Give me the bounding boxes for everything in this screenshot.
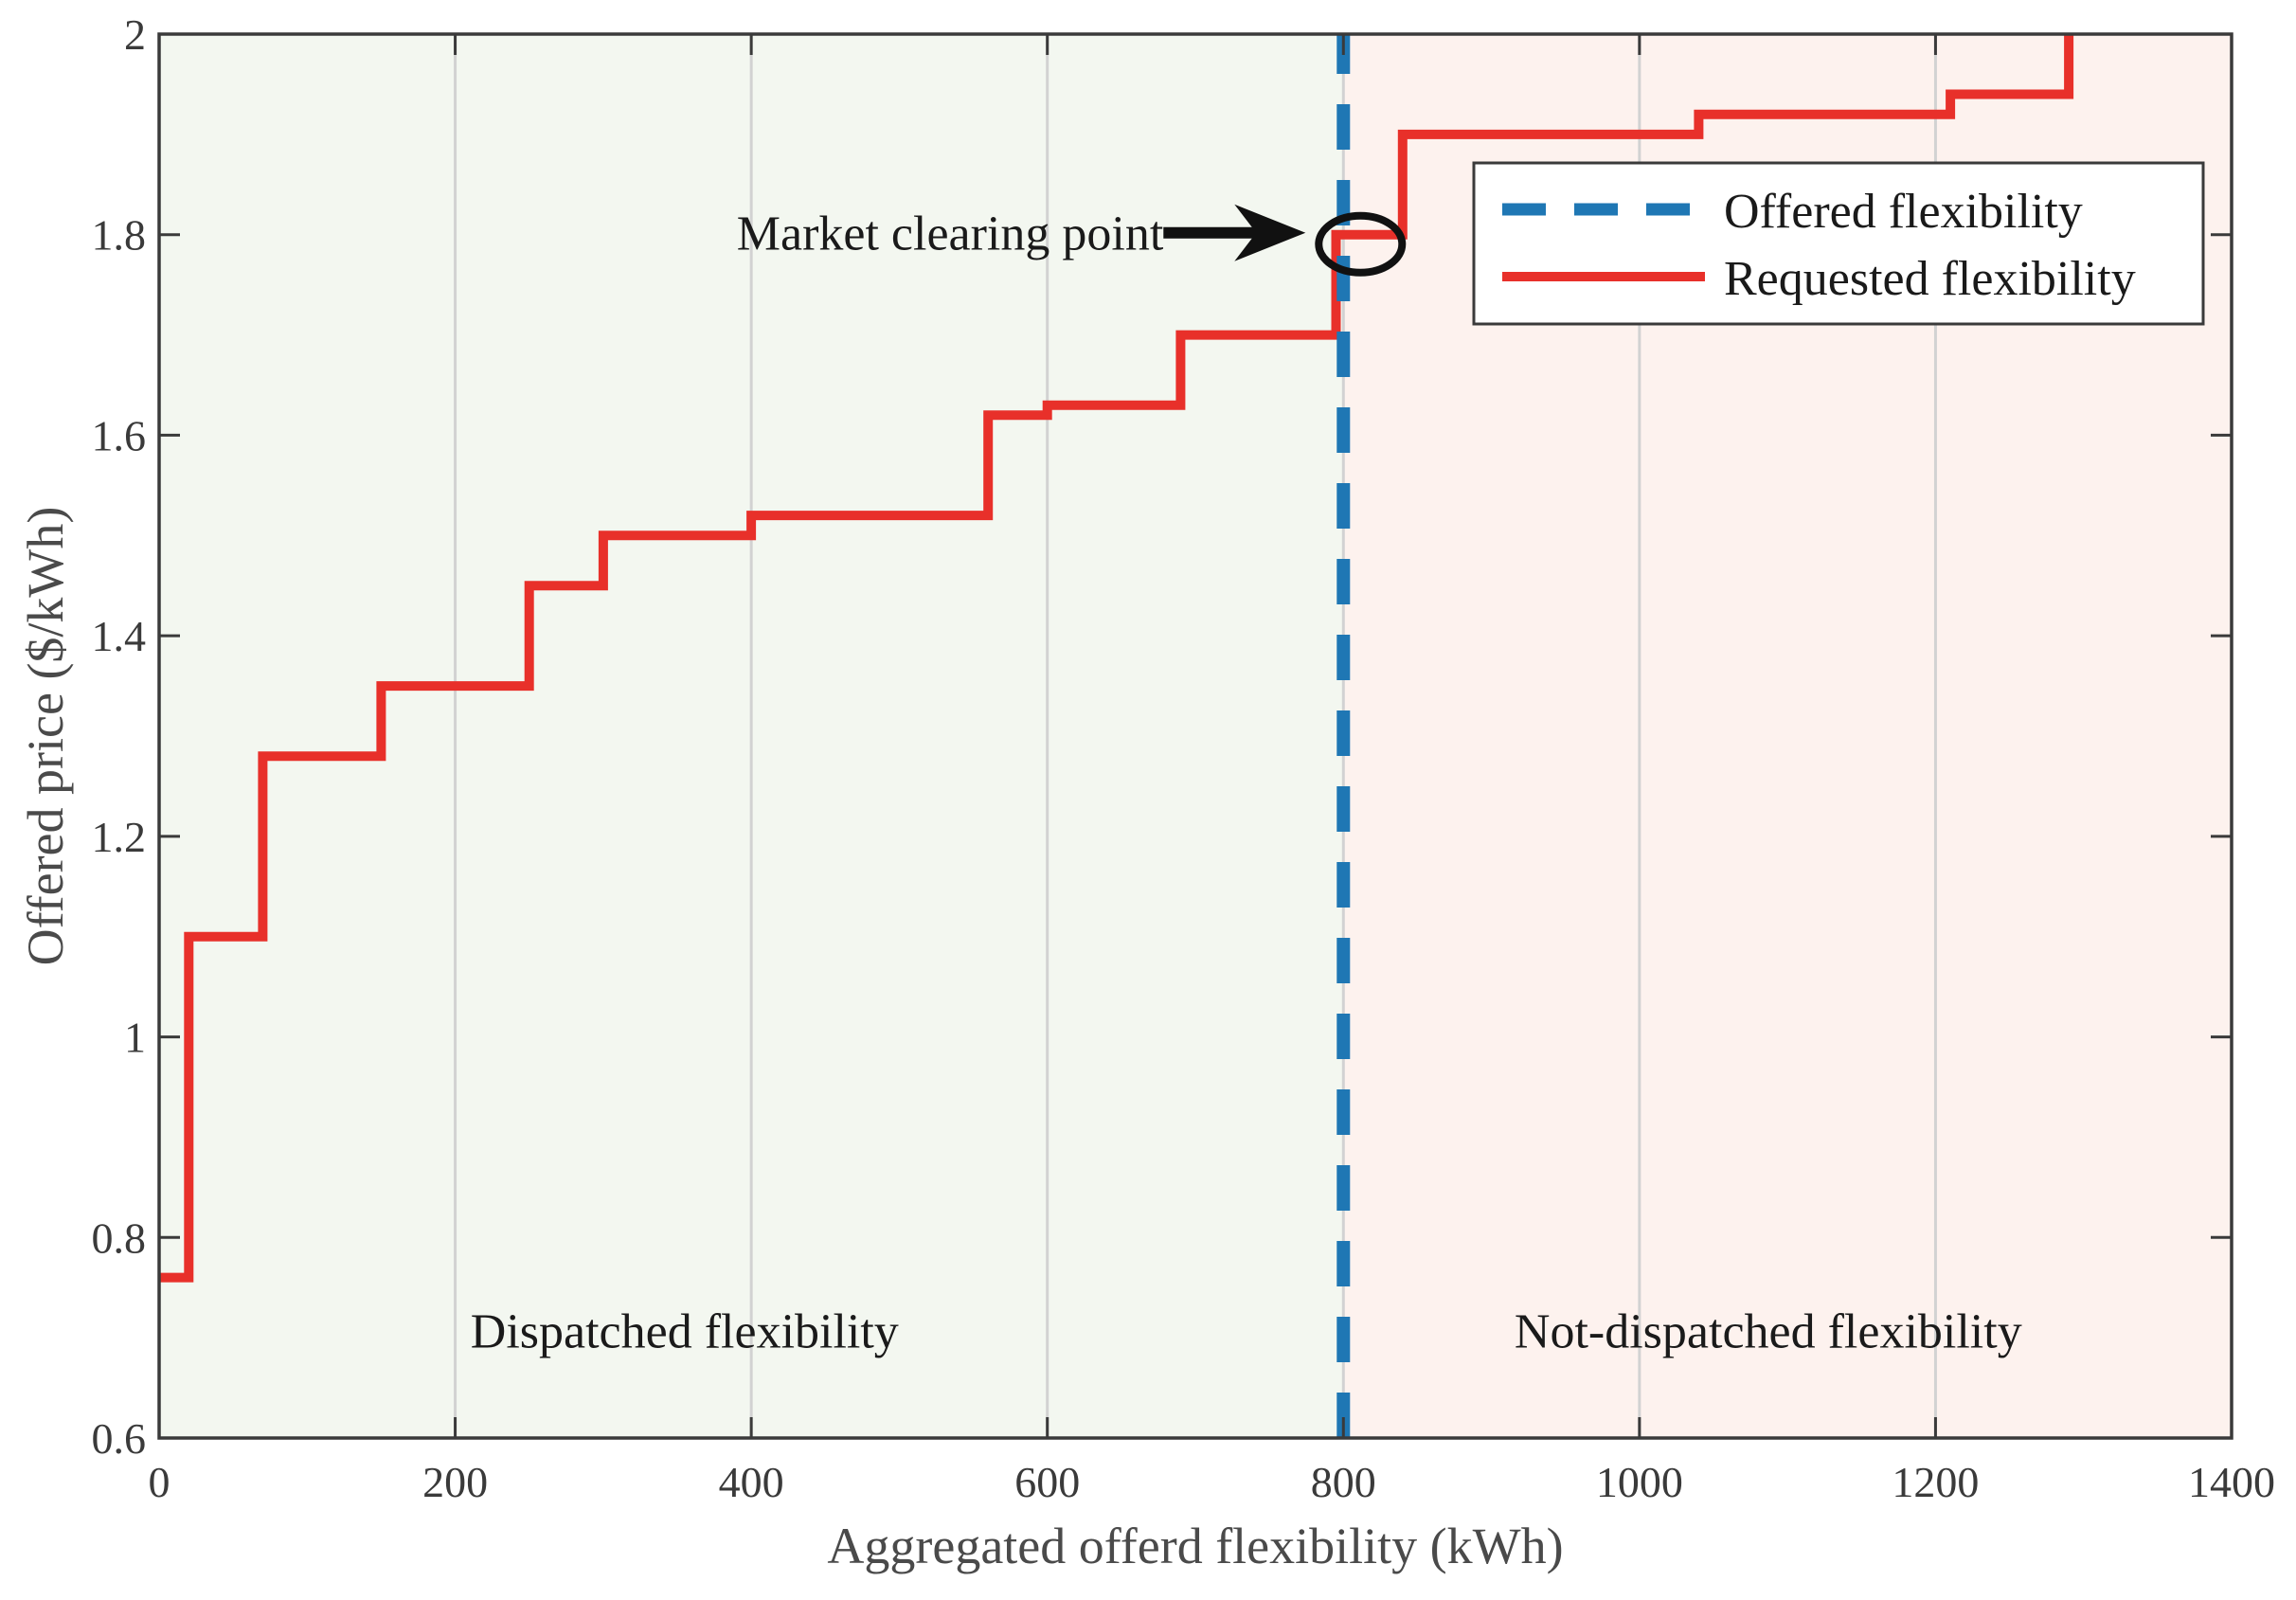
- y-tick-label: 2: [124, 10, 146, 59]
- x-tick-label: 600: [1014, 1458, 1080, 1506]
- x-tick-label: 400: [719, 1458, 784, 1506]
- legend-box: [1472, 161, 2205, 326]
- y-axis-label: Offered price ($/kWh): [17, 507, 74, 966]
- x-tick-label: 1000: [1596, 1458, 1683, 1506]
- legend-entry-requested: Requested flexibility: [1724, 252, 2136, 306]
- x-tick-label: 1200: [1892, 1458, 1979, 1506]
- ticks-layer: 0 200 400 600 800 1000 1200 1400 0.6 0.8 1 1.2 1.4 1.…: [92, 10, 2276, 1506]
- y-tick-label: 1.8: [92, 211, 147, 260]
- labels-layer: Aggregated offerd flexibility (kWh) Offe…: [17, 507, 2022, 1574]
- annotation-circle: [1315, 211, 1407, 277]
- legend: Offered flexibility Requested flexibilit…: [1472, 161, 2205, 326]
- region-label-dispatched: Dispatched flexibility: [471, 1305, 899, 1359]
- x-tick-label: 1400: [2188, 1458, 2275, 1506]
- plot-frame: [157, 32, 2233, 1440]
- annotation-arrow-head: [1234, 204, 1306, 261]
- x-tick-label: 0: [149, 1458, 170, 1506]
- y-tick-label: 0.6: [92, 1414, 147, 1463]
- series-requested-flexibility: [159, 34, 2074, 1283]
- y-tick-label: 1: [124, 1014, 146, 1062]
- y-tick-label: 1.2: [92, 813, 147, 861]
- x-tick-label: 800: [1311, 1458, 1376, 1506]
- x-axis-label: Aggregated offerd flexibility (kWh): [827, 1518, 1563, 1574]
- legend-entry-offered: Offered flexibility: [1724, 185, 2083, 239]
- y-tick-label: 1.6: [92, 411, 147, 459]
- annotation-layer: Market clearing point: [737, 204, 1407, 277]
- frame-layer: [157, 32, 2233, 1440]
- y-tick-label: 0.8: [92, 1213, 147, 1262]
- x-tick-label: 200: [422, 1458, 488, 1506]
- annotation-text: Market clearing point: [737, 207, 1164, 261]
- region-label-not-dispatched: Not-dispatched flexibility: [1515, 1305, 2022, 1359]
- y-tick-label: 1.4: [92, 612, 147, 660]
